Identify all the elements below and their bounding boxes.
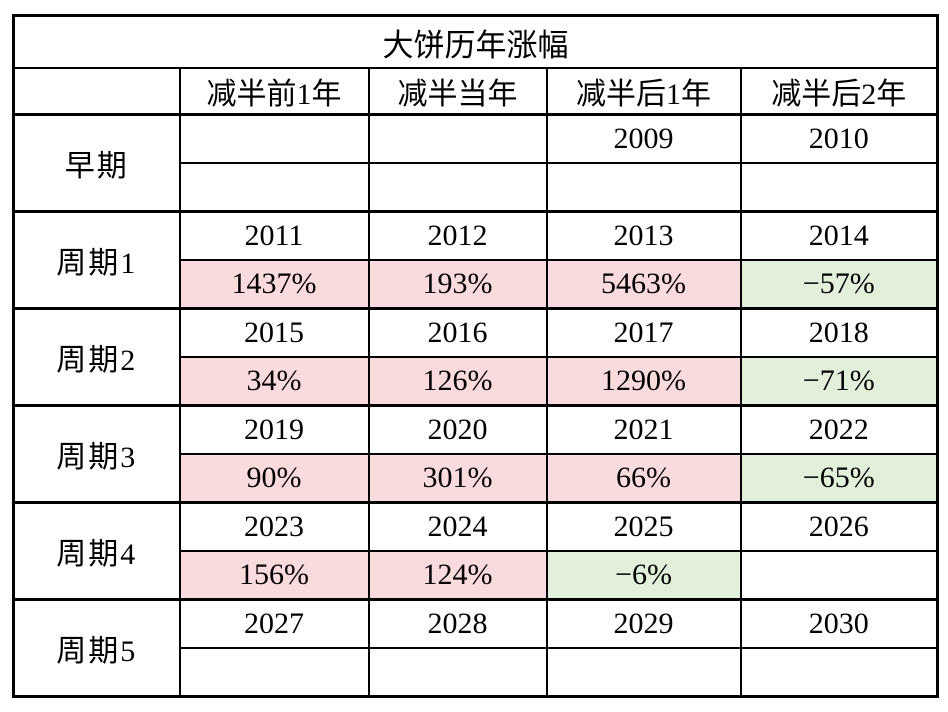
gain-cell [739, 550, 939, 601]
gain-cell: 156% [178, 550, 370, 601]
column-header-pre-halving-year: 减半前1年 [178, 67, 370, 116]
gain-cell: 301% [367, 453, 548, 504]
table-head: 大饼历年涨幅 减半前1年 减半当年 减半后1年 减半后2年 [12, 14, 939, 116]
year-cell: 2028 [367, 598, 548, 649]
year-cell: 2023 [178, 501, 370, 552]
column-header-post-halving-year-2: 减半后2年 [739, 67, 939, 116]
gain-cell [739, 647, 939, 698]
gain-cell: 124% [367, 550, 548, 601]
cycle-label: 早期 [12, 113, 181, 213]
gain-cell: 193% [367, 259, 548, 310]
year-cell: 2025 [545, 501, 742, 552]
group-5-gain-row [14, 647, 939, 698]
header-row: 减半前1年 减半当年 减半后1年 减半后2年 [12, 67, 939, 116]
year-cell: 2029 [545, 598, 742, 649]
cycle-label: 周期4 [12, 501, 181, 601]
gain-cell: −57% [739, 259, 939, 310]
year-cell: 2010 [739, 113, 939, 164]
year-cell: 2027 [178, 598, 370, 649]
year-cell: 2019 [178, 404, 370, 455]
year-cell [367, 113, 548, 164]
gain-cell: 1290% [545, 356, 742, 407]
table-title: 大饼历年涨幅 [12, 14, 939, 69]
gain-cell [739, 162, 939, 213]
table-body: 早期 2009 2010 周期1 2011 2012 2013 2014 1437% 193% 54… [12, 113, 939, 698]
group-1-gain-row: 1437% 193% 5463% −57% [14, 259, 939, 310]
group-3-year-row: 周期3 2019 2020 2021 2022 [12, 404, 939, 504]
year-cell: 2013 [545, 210, 742, 261]
gain-cell: −65% [739, 453, 939, 504]
gain-cell [545, 162, 742, 213]
gain-cell: 1437% [178, 259, 370, 310]
year-cell: 2009 [545, 113, 742, 164]
gain-cell [367, 162, 548, 213]
year-cell: 2017 [545, 307, 742, 358]
year-cell [178, 113, 370, 164]
year-cell: 2020 [367, 404, 548, 455]
gain-cell: 66% [545, 453, 742, 504]
corner-cell [12, 67, 181, 116]
year-cell: 2012 [367, 210, 548, 261]
gain-cell [367, 647, 548, 698]
group-1-year-row: 周期1 2011 2012 2013 2014 [12, 210, 939, 310]
gain-cell: 5463% [545, 259, 742, 310]
column-header-post-halving-year-1: 减半后1年 [545, 67, 742, 116]
year-cell: 2014 [739, 210, 939, 261]
year-cell: 2024 [367, 501, 548, 552]
group-5-year-row: 周期5 2027 2028 2029 2030 [12, 598, 939, 698]
year-cell: 2026 [739, 501, 939, 552]
year-cell: 2015 [178, 307, 370, 358]
year-cell: 2018 [739, 307, 939, 358]
gain-cell: 90% [178, 453, 370, 504]
gain-cell [178, 647, 370, 698]
year-cell: 2030 [739, 598, 939, 649]
cycle-label: 周期2 [12, 307, 181, 407]
gain-cell [178, 162, 370, 213]
gain-cell: −71% [739, 356, 939, 407]
cycle-label: 周期3 [12, 404, 181, 504]
gain-cell: 126% [367, 356, 548, 407]
year-cell: 2022 [739, 404, 939, 455]
year-cell: 2016 [367, 307, 548, 358]
year-cell: 2021 [545, 404, 742, 455]
column-header-halving-year: 减半当年 [367, 67, 548, 116]
group-4-gain-row: 156% 124% −6% [14, 550, 939, 601]
title-row: 大饼历年涨幅 [12, 14, 939, 69]
group-4-year-row: 周期4 2023 2024 2025 2026 [12, 501, 939, 601]
gain-cell [545, 647, 742, 698]
gain-cell: −6% [545, 550, 742, 601]
group-2-gain-row: 34% 126% 1290% −71% [14, 356, 939, 407]
cycle-label: 周期1 [12, 210, 181, 310]
halving-gains-table: 大饼历年涨幅 减半前1年 减半当年 减半后1年 减半后2年 早期 2009 2010… [12, 14, 940, 698]
group-0-year-row: 早期 2009 2010 [12, 113, 939, 213]
group-0-gain-row [14, 162, 939, 213]
group-2-year-row: 周期2 2015 2016 2017 2018 [12, 307, 939, 407]
cycle-label: 周期5 [12, 598, 181, 698]
group-3-gain-row: 90% 301% 66% −65% [14, 453, 939, 504]
gain-cell: 34% [178, 356, 370, 407]
year-cell: 2011 [178, 210, 370, 261]
